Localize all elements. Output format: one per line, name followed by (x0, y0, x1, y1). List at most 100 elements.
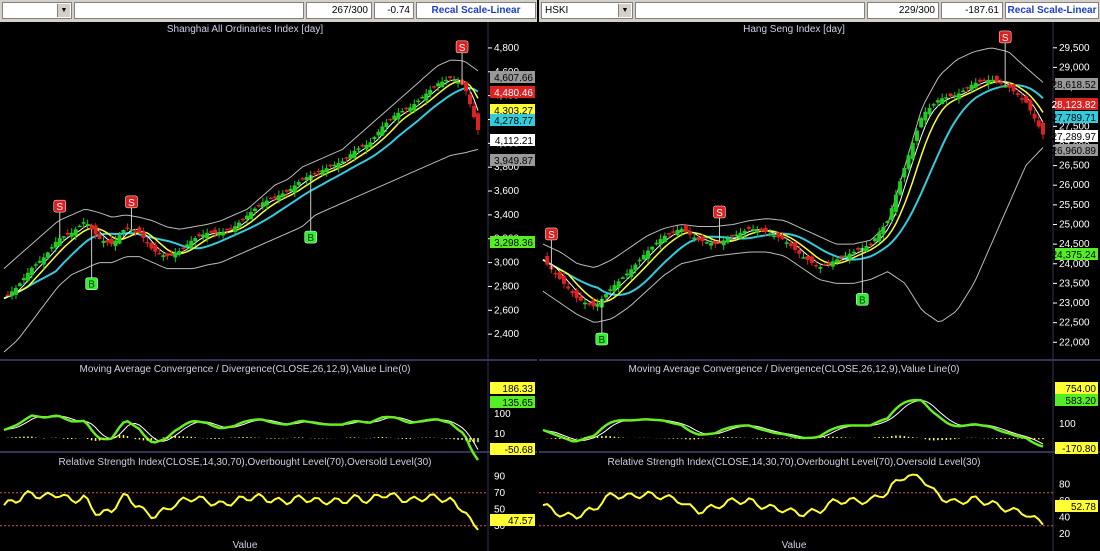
right-candle-body (662, 235, 667, 243)
left-candle-body (316, 170, 321, 173)
left-candle-body (221, 231, 226, 236)
right-candle-body (969, 84, 974, 90)
left-symbol-select[interactable]: ▼ (2, 2, 72, 19)
right-candle-body (545, 255, 550, 265)
right-price-tag-bg (1055, 248, 1098, 260)
left-candle-body (49, 247, 54, 249)
left-counter: 267/300 (306, 2, 372, 19)
right-candle-body (755, 230, 760, 233)
right-axis-tick-label: 24,500 (1059, 239, 1090, 250)
left-axis-tick-label: 2,600 (494, 305, 519, 316)
right-rsi-line (542, 473, 1044, 526)
left-signal-marker (53, 199, 67, 213)
left-candle-body (360, 145, 365, 147)
left-candle-body (472, 105, 477, 118)
left-candle-body (217, 232, 222, 236)
left-signal-label: B (88, 280, 95, 291)
right-candle-body (730, 234, 735, 237)
left-chart-svg[interactable]: 4,8004,6004,4004,2004,0003,8003,6003,400… (0, 22, 537, 551)
left-candle-body (61, 236, 66, 238)
right-macd-title: Moving Average Convergence / Divergence(… (628, 364, 960, 375)
right-candle-body (814, 264, 819, 267)
right-rsi-tick-label: 40 (1059, 513, 1071, 524)
left-recal-scale-button[interactable]: Recal Scale-Linear (416, 2, 536, 19)
right-price-title: Hang Seng Index [day] (743, 24, 845, 35)
right-axis-tick-label: 25,500 (1059, 200, 1090, 211)
left-axis-tick-label: 3,400 (494, 210, 519, 221)
right-price-tag-bg (1055, 144, 1098, 156)
left-candle-body (41, 257, 46, 265)
right-candle-body (919, 117, 924, 128)
right-macd-tag: -170.80 (1062, 444, 1096, 455)
right-signal-label: S (716, 208, 723, 219)
left-candle-body (368, 142, 373, 148)
left-candle-body (288, 188, 293, 192)
right-lower-band-line (542, 147, 1044, 323)
left-candle-body (137, 227, 142, 233)
right-candle-body (595, 303, 600, 307)
right-recal-scale-button[interactable]: Recal Scale-Linear (1005, 2, 1099, 19)
right-symbol-select[interactable]: HSKI ▼ (541, 2, 633, 19)
right-blank-field (635, 2, 865, 19)
right-candle-body (679, 228, 684, 232)
left-candle-body (93, 225, 98, 235)
right-candle-body (746, 226, 751, 229)
right-candle-body (562, 275, 567, 284)
right-change: -187.61 (941, 2, 1003, 19)
left-ma-mid-line (3, 80, 479, 300)
right-price-tag-bg (1055, 111, 1098, 123)
right-candle-body (713, 240, 718, 245)
left-macd-tag: -50.68 (505, 445, 534, 456)
left-candle-body (264, 200, 269, 206)
left-candle-body (133, 230, 138, 233)
left-value-label: Value (232, 540, 258, 551)
left-candle-body (356, 148, 361, 150)
left-rsi-tick-label: 90 (494, 471, 506, 482)
right-rsi-title: Relative Strength Index(CLOSE,14,30,70),… (607, 457, 981, 468)
left-candle-body (65, 232, 70, 235)
right-candle-body (898, 181, 903, 195)
right-candle-body (721, 240, 726, 246)
right-candle-body (587, 303, 592, 305)
right-axis-tick-label: 22,000 (1059, 337, 1090, 348)
left-candle-body (169, 253, 174, 255)
right-chart-svg[interactable]: 29,50029,00028,50028,00027,50027,00026,5… (539, 22, 1100, 551)
left-candle-body (193, 238, 198, 242)
right-candle-body (1041, 122, 1045, 135)
chevron-down-icon[interactable]: ▼ (57, 4, 70, 17)
left-candle-body (388, 118, 393, 121)
left-price-tag: 3,298.36 (494, 238, 533, 249)
right-signal-label: B (859, 295, 866, 306)
left-price-tag-bg (490, 114, 535, 126)
left-toolbar: ▼ 267/300 -0.74 Recal Scale-Linear (0, 0, 537, 22)
left-candle-body (33, 264, 38, 266)
right-candle-body (847, 253, 852, 260)
right-macd-tag: 754.00 (1065, 384, 1096, 395)
left-candle-body (117, 235, 122, 244)
left-price-tag-bg (490, 236, 535, 248)
left-macd-title: Moving Average Convergence / Divergence(… (79, 364, 411, 375)
right-candle-body (608, 289, 613, 291)
left-candle-body (109, 238, 114, 245)
left-candle-body (149, 243, 154, 249)
right-candle-body (1032, 113, 1037, 119)
right-candle-body (965, 87, 970, 89)
right-macd-tag-bg (1055, 382, 1098, 394)
right-candle-body (851, 251, 856, 254)
left-signal-marker (455, 40, 469, 54)
left-candle-body (237, 222, 242, 227)
left-candle-body (440, 81, 445, 88)
right-axis-tick-label: 27,500 (1059, 121, 1090, 132)
right-candle-body (650, 246, 655, 250)
left-axis-tick-label: 4,800 (494, 43, 519, 54)
left-candle-body (73, 229, 78, 236)
left-price-tag: 4,278.77 (494, 116, 533, 127)
right-price-tag-bg (1055, 98, 1098, 110)
right-candle-body (805, 256, 810, 261)
right-axis-tick-label: 25,000 (1059, 219, 1090, 230)
right-candle-body (973, 82, 978, 88)
right-candle-body (709, 243, 714, 246)
right-candle-body (1003, 85, 1008, 88)
right-signal-marker (545, 227, 558, 241)
chevron-down-icon[interactable]: ▼ (618, 4, 631, 17)
